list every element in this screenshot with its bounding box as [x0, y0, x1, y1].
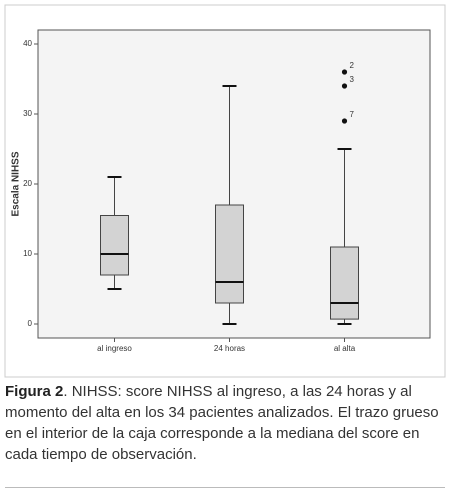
box [330, 246, 359, 320]
y-axis-label: Escala NIHSS [11, 151, 22, 216]
y-tick-label: 30 [23, 109, 32, 118]
outlier-label: 7 [350, 110, 355, 119]
x-tick-label: 24 horas [214, 344, 245, 353]
y-tick-label: 40 [23, 39, 32, 48]
caption: Figura 2. NIHSS: score NIHSS al ingreso,… [5, 381, 445, 465]
rule [5, 487, 445, 488]
outlier [341, 118, 348, 124]
caption-label: Figura 2 [5, 383, 64, 400]
chart: Escala NIHSS 0 10 20 30 40 al ingreso 24 horas… [4, 4, 446, 378]
outlier-label: 3 [350, 75, 355, 84]
x-tick-label: al alta [334, 344, 356, 353]
y-tick-label: 0 [28, 319, 33, 328]
box [215, 204, 244, 304]
y-tick-label: 20 [23, 179, 32, 188]
outlier-label: 2 [350, 61, 355, 70]
box [100, 215, 129, 276]
y-tick-label: 10 [23, 249, 32, 258]
caption-text: . NIHSS: score NIHSS al ingreso, a las 2… [5, 383, 439, 463]
outlier [341, 83, 348, 89]
x-tick-label: al ingreso [97, 344, 132, 353]
outlier [341, 69, 348, 75]
